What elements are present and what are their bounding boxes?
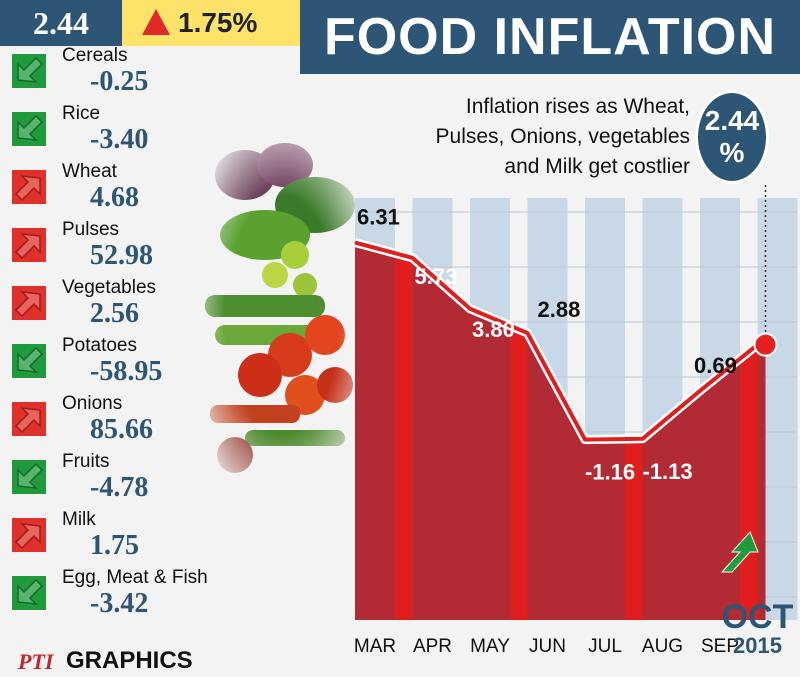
logo-brand: PTI bbox=[18, 649, 54, 674]
current-year: 2015 bbox=[733, 633, 782, 658]
item-value: -4.78 bbox=[90, 472, 149, 503]
commodity-list: Cereals -0.25 Rice -3.40 Wheat 4.68 Pulses 52.9… bbox=[0, 42, 208, 632]
area-fill bbox=[355, 242, 766, 621]
x-tick-label: AUG bbox=[642, 636, 683, 657]
x-tick-label: APR bbox=[413, 636, 452, 657]
green-arrow-down-icon bbox=[12, 112, 46, 146]
data-label: 3.80 bbox=[472, 317, 515, 342]
list-item: Rice -3.40 bbox=[0, 100, 205, 158]
badge-unit: % bbox=[719, 137, 745, 168]
data-label: -1.13 bbox=[643, 459, 693, 484]
logo-text: GRAPHICS bbox=[66, 647, 193, 674]
headline-change-text: 1.75% bbox=[178, 7, 258, 38]
red-arrow-up-icon bbox=[12, 402, 46, 436]
headline-change: 1.75% bbox=[122, 0, 300, 46]
green-arrow-down-icon bbox=[12, 54, 46, 88]
badge-value: 2.44 bbox=[704, 105, 760, 136]
item-value: -3.42 bbox=[90, 588, 149, 619]
subtitle: Inflation rises as Wheat, Pulses, Onions… bbox=[370, 92, 690, 182]
list-item: Wheat 4.68 bbox=[0, 158, 205, 216]
list-item: Vegetables 2.56 bbox=[0, 274, 205, 332]
item-name: Wheat bbox=[62, 161, 117, 182]
current-value-badge: 2.44 % bbox=[695, 90, 769, 184]
red-arrow-up-icon bbox=[12, 170, 46, 204]
logo: PTI GRAPHICS bbox=[0, 645, 200, 677]
list-item: Fruits -4.78 bbox=[0, 448, 205, 506]
header-bar: 2.44 1.75% FOOD INFLATION bbox=[0, 0, 800, 74]
item-name: Cereals bbox=[62, 45, 128, 66]
data-label: 5.73 bbox=[415, 264, 458, 289]
red-arrow-up-icon bbox=[12, 518, 46, 552]
page-title: FOOD INFLATION bbox=[300, 0, 800, 74]
item-value: 1.75 bbox=[90, 530, 139, 561]
item-value: -0.25 bbox=[90, 66, 149, 97]
green-arrow-down-icon bbox=[12, 576, 46, 610]
item-value: 85.66 bbox=[90, 414, 153, 445]
subtitle-line: and Milk get costlier bbox=[504, 155, 690, 178]
data-label: 6.31 bbox=[357, 205, 400, 230]
list-item: Pulses 52.98 bbox=[0, 216, 205, 274]
inflation-chart: 6.31 5.73 3.80 2.88 -1.16 -1.13 0.69 MAR APR MAY J… bbox=[353, 185, 798, 657]
list-item: Potatoes -58.95 bbox=[0, 332, 205, 390]
data-label: 0.69 bbox=[694, 353, 737, 378]
list-item: Milk 1.75 bbox=[0, 506, 205, 564]
list-item: Cereals -0.25 bbox=[0, 42, 205, 100]
item-value: -3.40 bbox=[90, 124, 149, 155]
item-name: Fruits bbox=[62, 451, 110, 472]
green-arrow-down-icon bbox=[12, 460, 46, 494]
green-arrow-up-icon bbox=[720, 531, 759, 573]
current-point bbox=[753, 332, 778, 357]
red-arrow-up-icon bbox=[12, 228, 46, 262]
item-name: Milk bbox=[62, 509, 96, 530]
item-value: 4.68 bbox=[90, 182, 139, 213]
item-name: Potatoes bbox=[62, 335, 137, 356]
red-arrow-up-icon bbox=[12, 286, 46, 320]
x-tick-label: SEP bbox=[701, 636, 739, 657]
x-tick-label: JUN bbox=[529, 636, 566, 657]
item-name: Rice bbox=[62, 103, 101, 124]
list-item: Egg, Meat & Fish -3.42 bbox=[0, 564, 208, 622]
x-tick-label: JUL bbox=[588, 636, 622, 657]
x-tick-label: MAR bbox=[354, 636, 396, 657]
item-value: 52.98 bbox=[90, 240, 153, 271]
subtitle-line: Pulses, Onions, vegetables bbox=[435, 125, 690, 148]
x-tick-label: MAY bbox=[470, 636, 510, 657]
item-value: -58.95 bbox=[90, 356, 163, 387]
area-band bbox=[510, 242, 528, 620]
item-name: Vegetables bbox=[62, 277, 157, 298]
subtitle-line: Inflation rises as Wheat, bbox=[465, 95, 690, 118]
vegetables-image bbox=[195, 135, 370, 495]
up-triangle-icon bbox=[142, 9, 170, 35]
headline-value: 2.44 bbox=[0, 0, 122, 46]
list-item: Onions 85.66 bbox=[0, 390, 205, 448]
item-name: Pulses bbox=[62, 219, 120, 240]
data-label: 2.88 bbox=[538, 297, 581, 322]
area-band bbox=[625, 242, 643, 620]
item-value: 2.56 bbox=[90, 298, 139, 329]
current-month: OCT bbox=[721, 598, 794, 636]
item-name: Onions bbox=[62, 393, 123, 414]
area-band bbox=[395, 242, 413, 620]
green-arrow-down-icon bbox=[12, 344, 46, 378]
item-name: Egg, Meat & Fish bbox=[62, 567, 208, 588]
current-period: OCT 2015 bbox=[720, 600, 795, 658]
series-line bbox=[354, 240, 766, 442]
data-label: -1.16 bbox=[585, 460, 635, 485]
